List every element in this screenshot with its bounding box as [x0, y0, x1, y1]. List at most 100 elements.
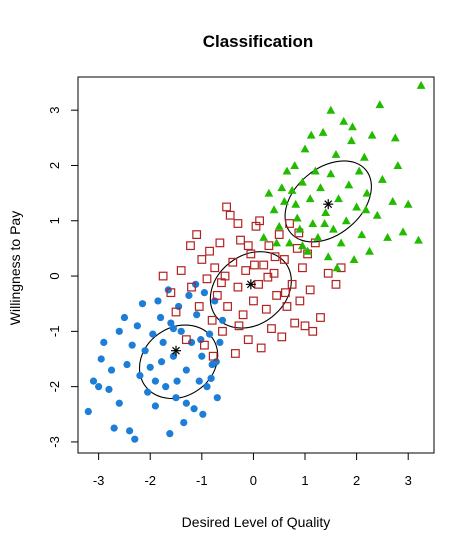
data-point-circle	[211, 297, 219, 305]
data-point-circle	[207, 374, 215, 382]
points-layer	[84, 80, 426, 443]
data-point-triangle	[336, 238, 346, 247]
data-point-square	[171, 307, 181, 317]
data-point-circle	[185, 291, 193, 300]
cluster-center-marker	[323, 199, 334, 210]
data-point-square	[285, 219, 294, 228]
data-point-square	[236, 235, 245, 245]
data-point-circle	[218, 316, 227, 324]
data-point-triangle	[323, 252, 333, 261]
data-point-triangle	[403, 199, 413, 208]
data-point-triangle	[308, 219, 318, 228]
data-point-square	[331, 279, 341, 289]
data-point-triangle	[318, 127, 328, 136]
cluster-center-marker	[171, 345, 182, 356]
data-point-square	[243, 241, 253, 251]
data-point-circle	[175, 302, 183, 311]
data-point-square	[308, 326, 318, 336]
data-point-square	[270, 252, 280, 262]
data-point-circle	[97, 355, 105, 363]
data-point-circle	[200, 289, 209, 297]
data-point-circle	[172, 394, 180, 402]
data-point-circle	[105, 385, 113, 394]
plot-frame	[77, 76, 435, 454]
data-point-square	[279, 255, 289, 264]
data-point-circle	[141, 347, 149, 355]
y-axis: -3 -2 -1 0 1 2 3	[47, 107, 78, 448]
data-point-triangle	[348, 122, 357, 131]
data-point-triangle	[362, 188, 372, 197]
data-point-square	[223, 302, 233, 311]
data-point-triangle	[334, 194, 343, 203]
data-point-triangle	[341, 216, 351, 225]
x-tick-label: -1	[196, 473, 208, 488]
data-point-triangle	[398, 227, 408, 236]
cluster-ellipse	[138, 324, 219, 400]
data-point-circle	[138, 300, 147, 308]
data-point-square	[230, 349, 240, 358]
data-point-triangle	[272, 238, 282, 247]
data-point-circle	[177, 327, 185, 335]
data-point-triangle	[310, 166, 320, 175]
data-point-circle	[125, 427, 134, 435]
data-point-triangle	[349, 255, 359, 263]
data-point-square	[274, 230, 284, 239]
data-point-triangle	[388, 197, 398, 205]
data-point-circle	[95, 383, 103, 391]
data-point-circle	[205, 330, 214, 338]
data-point-circle	[162, 383, 170, 391]
data-point-circle	[84, 407, 92, 416]
data-point-triangle	[383, 232, 392, 241]
data-point-triangle	[306, 130, 316, 139]
data-point-circle	[151, 402, 159, 410]
data-point-triangle	[367, 130, 377, 139]
data-point-square	[208, 351, 218, 361]
data-point-square	[249, 296, 258, 306]
x-tick-label: -2	[144, 473, 156, 488]
data-point-square	[282, 302, 292, 311]
data-point-circle	[169, 324, 178, 333]
data-point-square	[254, 279, 263, 289]
data-point-circle	[144, 388, 152, 396]
data-point-circle	[128, 341, 136, 349]
data-point-circle	[167, 319, 175, 327]
data-point-circle	[203, 383, 211, 391]
data-point-triangle	[326, 169, 336, 178]
data-point-square	[207, 315, 217, 325]
data-point-square	[228, 257, 238, 267]
data-point-circle	[173, 377, 181, 385]
data-point-triangle	[287, 185, 297, 194]
data-point-triangle	[292, 213, 302, 222]
data-point-triangle	[264, 188, 274, 197]
data-point-circle	[146, 363, 154, 371]
data-point-circle	[123, 360, 131, 369]
cluster-ellipse	[284, 160, 372, 243]
data-point-circle	[133, 322, 141, 330]
data-point-triangle	[291, 199, 301, 208]
data-point-triangle	[357, 230, 367, 239]
data-point-square	[181, 335, 191, 345]
data-point-triangle	[414, 235, 423, 244]
y-tick-label: -2	[47, 381, 62, 393]
data-point-square	[290, 318, 300, 328]
data-point-triangle	[303, 246, 312, 255]
data-point-circle	[107, 366, 116, 374]
data-point-circle	[169, 352, 178, 360]
data-point-triangle	[390, 133, 400, 142]
data-point-circle	[89, 377, 98, 385]
data-point-square	[192, 230, 202, 239]
data-point-square	[233, 219, 243, 228]
data-point-circle	[100, 338, 108, 347]
data-point-square	[264, 241, 274, 251]
data-point-triangle	[290, 161, 300, 169]
data-point-triangle	[298, 177, 307, 186]
data-point-square	[186, 241, 195, 251]
data-point-triangle	[313, 232, 323, 241]
data-point-triangle	[269, 205, 279, 214]
data-point-square	[238, 310, 248, 320]
data-point-circle	[120, 313, 129, 322]
y-tick-label: 3	[47, 107, 62, 114]
data-point-circle	[199, 410, 207, 418]
data-point-square	[202, 274, 212, 284]
